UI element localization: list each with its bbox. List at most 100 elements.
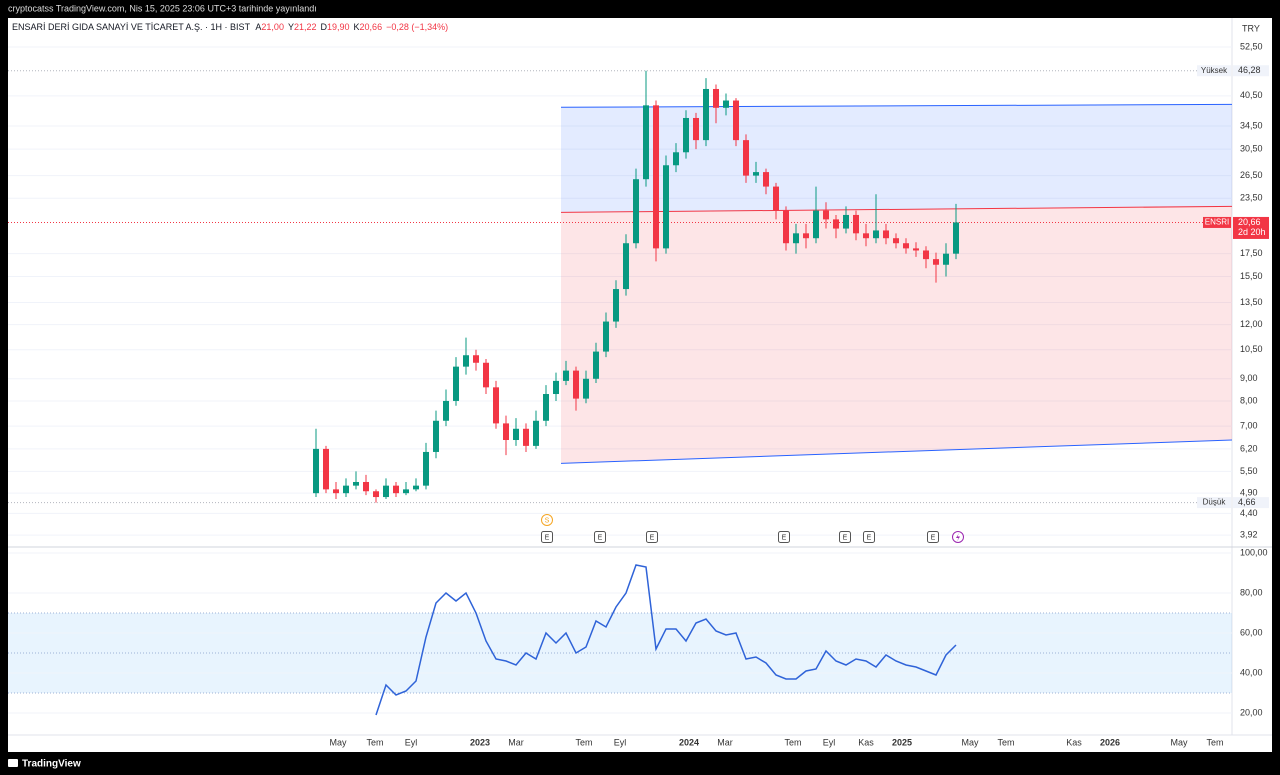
candle-body bbox=[773, 186, 779, 211]
y-tick-label: 7,00 bbox=[1240, 420, 1258, 430]
candle-body bbox=[453, 366, 459, 401]
x-tick-label: May bbox=[961, 737, 979, 747]
candle-body bbox=[733, 100, 739, 141]
candle-body bbox=[673, 152, 679, 166]
candle-body bbox=[383, 485, 389, 498]
candle-body bbox=[703, 88, 709, 141]
y-tick-label: 12,00 bbox=[1240, 319, 1263, 329]
price-pane bbox=[8, 46, 1232, 536]
event-label: E bbox=[545, 534, 550, 541]
candle-body bbox=[523, 428, 529, 446]
candle-body bbox=[513, 428, 519, 441]
symbol-line: ENSARİ DERİ GIDA SANAYİ VE TİCARET A.Ş. … bbox=[12, 22, 448, 32]
footer-logo: TradingView bbox=[22, 759, 81, 770]
x-tick-label: Eyl bbox=[614, 737, 627, 747]
y-tick-label: 4,90 bbox=[1240, 488, 1258, 498]
event-label: E bbox=[650, 534, 655, 541]
x-tick-label: 2023 bbox=[470, 737, 490, 747]
y-tick-label: 40,00 bbox=[1240, 667, 1263, 677]
price-tag-box bbox=[1197, 65, 1231, 77]
x-tick-label: Eyl bbox=[405, 737, 418, 747]
axes: 52,50 40,50 34,50 30,50 26,50 23,50 17,50 15,50… bbox=[329, 41, 1269, 747]
price-label-box bbox=[1233, 497, 1269, 509]
candle-body bbox=[333, 489, 339, 494]
published-note: cryptocatss TradingView.com, Nis 15, 202… bbox=[8, 3, 317, 13]
symbol: ENSARİ DERİ GIDA SANAYİ VE TİCARET A.Ş. … bbox=[12, 22, 251, 32]
price-label-countdown: 2d 20h bbox=[1238, 227, 1266, 237]
candle-body bbox=[693, 117, 699, 141]
candle-body bbox=[873, 230, 879, 239]
footer-bar bbox=[0, 752, 1280, 775]
price-tag-box bbox=[1203, 216, 1231, 228]
ohlc-value: 21,22 bbox=[294, 22, 317, 32]
event-icon bbox=[927, 531, 939, 543]
x-tick-label: May bbox=[1170, 737, 1188, 747]
y-tick-label: 30,50 bbox=[1240, 144, 1263, 154]
x-tick-label: 2024 bbox=[679, 737, 699, 747]
candle-body bbox=[583, 378, 589, 399]
candle-body bbox=[713, 88, 719, 108]
x-tick-label: Tem bbox=[1206, 737, 1223, 747]
candle-body bbox=[783, 210, 789, 244]
y-tick-label: 10,50 bbox=[1240, 344, 1263, 354]
ohlc-key: Y bbox=[288, 22, 294, 32]
x-tick-label: Tem bbox=[784, 737, 801, 747]
candle-body bbox=[503, 423, 509, 441]
y-tick-label: 20,00 bbox=[1240, 707, 1263, 717]
event-label: E bbox=[843, 534, 848, 541]
candle-body bbox=[793, 233, 799, 244]
candle-body bbox=[493, 387, 499, 424]
x-tick-label: Kas bbox=[858, 737, 874, 747]
candle-body bbox=[323, 448, 329, 490]
candle-body bbox=[863, 233, 869, 239]
y-tick-label: 13,50 bbox=[1240, 297, 1263, 307]
event-icon bbox=[541, 514, 553, 526]
event-icon bbox=[778, 531, 790, 543]
y-tick-label: 3,92 bbox=[1240, 530, 1258, 540]
y-tick-label: 6,20 bbox=[1240, 443, 1258, 453]
event-icon bbox=[863, 531, 875, 543]
candle-body bbox=[553, 380, 559, 395]
ohlc-value: 21,00 bbox=[261, 22, 284, 32]
price-label-value: 46,28 bbox=[1238, 65, 1261, 75]
candle-body bbox=[563, 370, 569, 381]
x-tick-label: 2026 bbox=[1100, 737, 1120, 747]
channel-upper-fill bbox=[561, 104, 1232, 213]
candle-body bbox=[533, 420, 539, 446]
rsi-line bbox=[375, 564, 957, 716]
candle-body bbox=[643, 105, 649, 180]
change: −0,28 (−1,34%) bbox=[386, 22, 448, 32]
event-icon bbox=[541, 531, 553, 543]
event-icon bbox=[839, 531, 851, 543]
candle-body bbox=[893, 238, 899, 244]
event-icon bbox=[646, 531, 658, 543]
candle-body bbox=[473, 355, 479, 363]
rsi-pane bbox=[8, 552, 1232, 716]
candle-body bbox=[573, 370, 579, 399]
candle-body bbox=[723, 100, 729, 108]
candle-body bbox=[443, 400, 449, 421]
y-tick-label: 23,50 bbox=[1240, 193, 1263, 203]
x-tick-label: Mar bbox=[508, 737, 524, 747]
candle-body bbox=[363, 481, 369, 492]
x-tick-label: May bbox=[329, 737, 347, 747]
candle-body bbox=[653, 105, 659, 249]
y-tick-label: 26,50 bbox=[1240, 170, 1263, 180]
logo-icon bbox=[8, 759, 18, 767]
channel-lower-fill bbox=[561, 206, 1232, 464]
y-tick-label: 4,40 bbox=[1240, 508, 1258, 518]
candle-body bbox=[843, 214, 849, 229]
candle-body bbox=[393, 485, 399, 494]
x-tick-label: Tem bbox=[997, 737, 1014, 747]
ohlc-value: 19,90 bbox=[327, 22, 350, 32]
candle-body bbox=[483, 362, 489, 388]
y-tick-label: 5,50 bbox=[1240, 466, 1258, 476]
flash-glyph bbox=[956, 533, 960, 542]
y-tick-label: 80,00 bbox=[1240, 587, 1263, 597]
candle-body bbox=[833, 219, 839, 229]
candle-body bbox=[743, 140, 749, 176]
price-tag: ENSRI bbox=[1205, 218, 1229, 227]
y-tick-label: 100,00 bbox=[1240, 547, 1268, 557]
y-tick-label: 52,50 bbox=[1240, 41, 1263, 51]
y-tick-label: 15,50 bbox=[1240, 271, 1263, 281]
